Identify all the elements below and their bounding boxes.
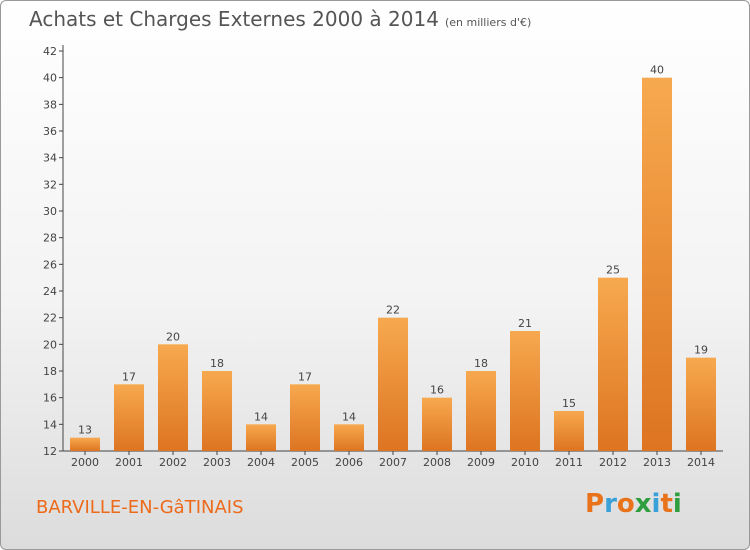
x-tick-label-2013: 2013	[643, 456, 671, 469]
value-label-2002: 20	[166, 330, 180, 343]
bar-2009	[466, 371, 496, 451]
commune-name: BARVILLE-EN-GâTINAIS	[36, 497, 244, 518]
proxiti-logo: Proxiti	[585, 489, 682, 519]
bar-2006	[334, 424, 364, 451]
y-tick-label: 12	[43, 445, 57, 458]
value-label-2001: 17	[122, 370, 136, 383]
value-label-2003: 18	[210, 357, 224, 370]
logo-letter: i	[672, 489, 682, 519]
bar-2008	[422, 397, 452, 451]
bar-2013	[642, 77, 672, 452]
value-label-2008: 16	[430, 384, 444, 397]
x-tick-label-2004: 2004	[247, 456, 275, 469]
bar-2007	[378, 317, 408, 451]
value-label-2012: 25	[606, 264, 620, 277]
value-label-2009: 18	[474, 357, 488, 370]
logo-letter: x	[634, 489, 652, 519]
bar-2004	[246, 424, 276, 451]
y-tick-label: 26	[43, 258, 57, 271]
value-label-2005: 17	[298, 370, 312, 383]
logo-letter: r	[604, 489, 617, 519]
y-tick-label: 38	[43, 98, 57, 111]
chart-subtitle: (en milliers d'€)	[444, 16, 532, 29]
x-tick-label-2008: 2008	[423, 456, 451, 469]
y-tick-label: 22	[43, 312, 57, 325]
y-tick-label: 32	[43, 178, 57, 191]
logo-letter: i	[651, 489, 661, 519]
x-tick-label-2010: 2010	[511, 456, 539, 469]
y-tick-label: 20	[43, 338, 57, 351]
x-tick-label-2009: 2009	[467, 456, 495, 469]
value-label-2010: 21	[518, 317, 532, 330]
y-tick-label: 16	[43, 392, 57, 405]
y-tick-label: 24	[43, 285, 57, 298]
x-tick-label-2003: 2003	[203, 456, 231, 469]
y-tick-label: 34	[43, 152, 57, 165]
bar-2001	[114, 384, 144, 451]
x-tick-label-2012: 2012	[599, 456, 627, 469]
value-label-2013: 40	[650, 64, 664, 77]
y-tick-label: 14	[43, 418, 57, 431]
bar-2003	[202, 371, 232, 451]
x-tick-label-2007: 2007	[379, 456, 407, 469]
value-label-2006: 14	[342, 410, 356, 423]
x-tick-label-2001: 2001	[115, 456, 143, 469]
bar-2000	[70, 437, 100, 451]
bar-2012	[598, 277, 628, 451]
y-tick-label: 30	[43, 205, 57, 218]
logo-letter: t	[660, 489, 673, 519]
value-label-2004: 14	[254, 410, 268, 423]
y-tick-label: 40	[43, 72, 57, 85]
value-label-2011: 15	[562, 397, 576, 410]
bar-2005	[290, 384, 320, 451]
logo-letter: o	[616, 489, 635, 519]
x-tick-label-2005: 2005	[291, 456, 319, 469]
logo-letter: P	[585, 489, 605, 519]
y-tick-label: 18	[43, 365, 57, 378]
value-label-2007: 22	[386, 304, 400, 317]
x-tick-label-2014: 2014	[687, 456, 715, 469]
bar-2010	[510, 331, 540, 451]
x-tick-label-2006: 2006	[335, 456, 363, 469]
y-tick-label: 28	[43, 232, 57, 245]
bar-2002	[158, 344, 188, 451]
value-label-2014: 19	[694, 344, 708, 357]
chart-title-text: Achats et Charges Externes 2000 à 2014	[29, 7, 439, 31]
y-tick-label: 36	[43, 125, 57, 138]
bar-2011	[554, 411, 584, 451]
value-label-2000: 13	[78, 424, 92, 437]
x-tick-label-2011: 2011	[555, 456, 583, 469]
chart-title: Achats et Charges Externes 2000 à 2014 (e…	[29, 7, 531, 31]
x-tick-label-2002: 2002	[159, 456, 187, 469]
bar-2014	[686, 357, 716, 451]
y-tick-label: 42	[43, 45, 57, 58]
x-tick-label-2000: 2000	[71, 456, 99, 469]
